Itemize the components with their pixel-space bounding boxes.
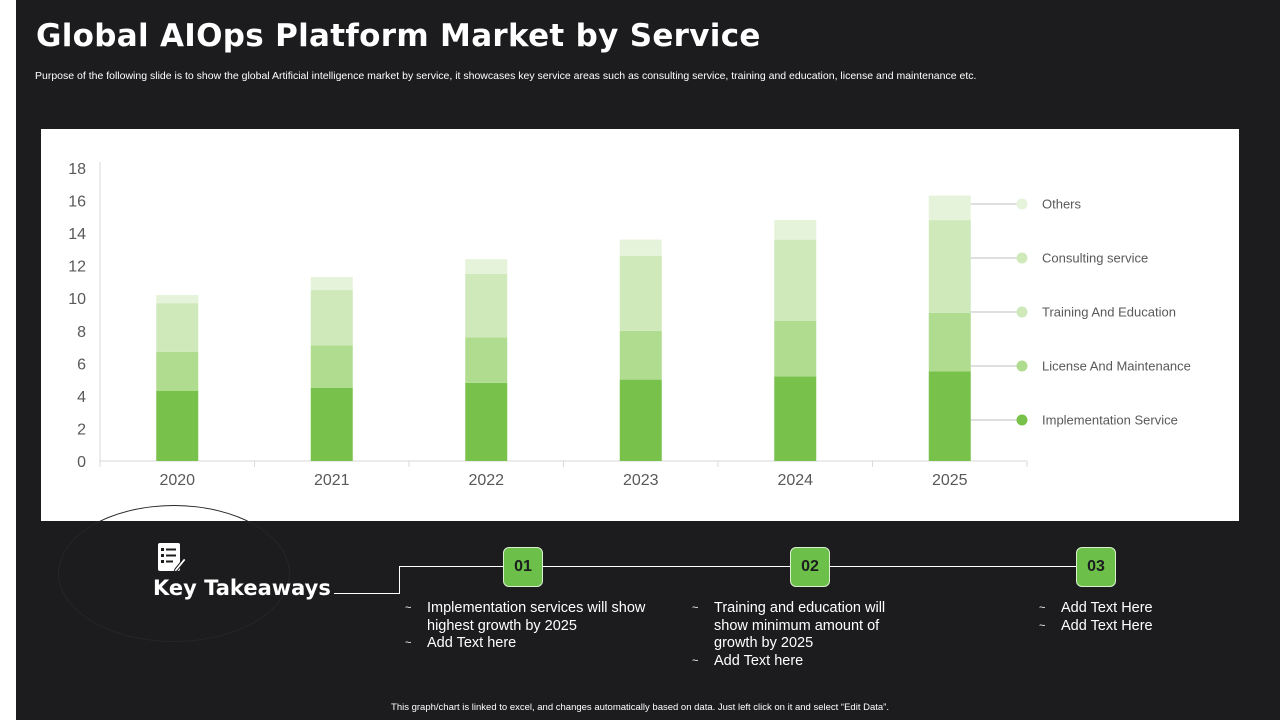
takeaway-badge-03: 03 (1076, 547, 1116, 587)
bar-2023-implementation-service (619, 379, 662, 461)
y-tick-label: 8 (77, 324, 86, 341)
legend-label: Consulting service (1042, 251, 1148, 266)
y-tick-label: 12 (68, 259, 86, 276)
y-tick-label: 14 (68, 226, 86, 243)
bar-2025-license-and-maintenance (928, 312, 971, 372)
takeaway-point: ~ Add Text Here (1039, 600, 1153, 616)
bar-2024-training-and-education (774, 239, 817, 322)
bar-2020-license-and-maintenance (156, 351, 199, 392)
bar-2025-training-and-education (928, 220, 971, 313)
bar-2022-implementation-service (465, 382, 508, 461)
chart-panel: 0 2 4 6 8 10 12 14 16 18 2020 2021 2022 2023 2024 2025 O… (41, 129, 1239, 521)
y-tick-label: 2 (77, 421, 86, 438)
bar-2020-training-and-education (156, 303, 199, 352)
bar-2022-others (465, 259, 508, 274)
x-tick-label: 2021 (314, 472, 350, 489)
bar-2022-training-and-education (465, 273, 508, 338)
bar-2025-others (928, 195, 971, 221)
tilde-bullet-icon: ~ (692, 654, 699, 667)
legend-marker (1016, 360, 1028, 372)
footer-note: This graph/chart is linked to excel, and… (391, 702, 889, 713)
takeaway-point: ~ Training and education will show minimu… (692, 600, 886, 651)
legend-marker (1016, 306, 1028, 318)
tilde-bullet-icon: ~ (405, 602, 412, 614)
y-tick-label: 4 (77, 389, 86, 406)
y-tick-label: 16 (68, 194, 86, 211)
bar-2020-others (156, 294, 199, 304)
stacked-bar-chart: 0 2 4 6 8 10 12 14 16 18 2020 2021 2022 2023 2024 2025 O… (68, 161, 1191, 489)
takeaway-point: ~ Add Text here (692, 652, 804, 669)
tilde-bullet-icon: ~ (1039, 602, 1046, 614)
bar-2023-license-and-maintenance (619, 330, 662, 380)
decorative-circle (58, 505, 290, 642)
takeaway-points-01: ~ Implementation services will show highe… (405, 600, 655, 653)
x-tick-label: 2024 (777, 472, 813, 489)
bar-2022-license-and-maintenance (465, 337, 508, 383)
legend-label: Implementation Service (1042, 413, 1178, 428)
bar-2023-others (619, 239, 662, 256)
legend-label: License And Maintenance (1042, 359, 1191, 374)
y-tick-label: 0 (77, 454, 86, 471)
legend-label: Training And Education (1042, 305, 1176, 320)
legend-marker (1016, 414, 1028, 426)
takeaway-points-02: ~ Training and education will show minimu… (692, 600, 922, 670)
bar-2024-license-and-maintenance (774, 321, 817, 377)
takeaway-points-03: ~ Add Text Here ~ Add Text Here (1039, 600, 1239, 635)
bar-2020-implementation-service (156, 391, 199, 461)
bar-2021-others (310, 277, 353, 291)
bar-2024-implementation-service (774, 376, 817, 461)
takeaway-point: ~ Add Text here (405, 635, 517, 651)
bar-2024-others (774, 220, 817, 240)
x-tick-label: 2022 (468, 472, 504, 489)
takeaway-point: ~ Implementation services will show highe… (405, 600, 646, 634)
connector-line (334, 593, 400, 594)
bar-2025-implementation-service (928, 371, 971, 461)
y-tick-label: 18 (68, 161, 86, 178)
x-tick-label: 2025 (932, 472, 968, 489)
tilde-bullet-icon: ~ (1039, 619, 1046, 632)
page-title: Global AIOps Platform Market by Service (36, 18, 761, 54)
connector-line (399, 566, 400, 594)
legend-marker (1016, 198, 1028, 210)
y-tick-label: 6 (77, 356, 86, 373)
bar-2021-implementation-service (310, 387, 353, 461)
takeaway-badge-02: 02 (790, 547, 830, 587)
legend-label: Others (1042, 197, 1082, 212)
y-tick-label: 10 (68, 291, 86, 308)
tilde-bullet-icon: ~ (405, 637, 412, 649)
bar-2021-training-and-education (310, 290, 353, 346)
page-subtitle: Purpose of the following slide is to sho… (35, 70, 977, 82)
tilde-bullet-icon: ~ (692, 602, 699, 614)
x-tick-label: 2020 (159, 472, 195, 489)
key-takeaways-title: Key Takeaways (153, 576, 331, 600)
bar-2021-license-and-maintenance (310, 345, 353, 388)
x-tick-label: 2023 (623, 472, 659, 489)
connector-line (399, 566, 1077, 567)
takeaway-badge-01: 01 (503, 547, 543, 587)
checklist-icon (158, 543, 187, 573)
takeaway-point: ~ Add Text Here (1039, 617, 1153, 634)
bar-2023-training-and-education (619, 255, 662, 331)
legend-marker (1016, 252, 1028, 264)
